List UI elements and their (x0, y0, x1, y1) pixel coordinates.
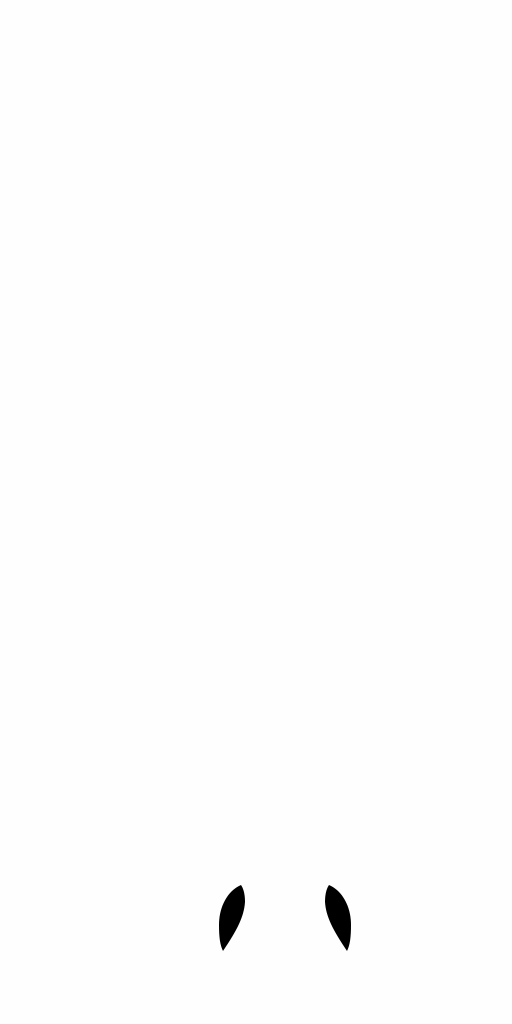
left-crescent-shape (219, 885, 245, 951)
right-crescent-shape (325, 885, 351, 951)
